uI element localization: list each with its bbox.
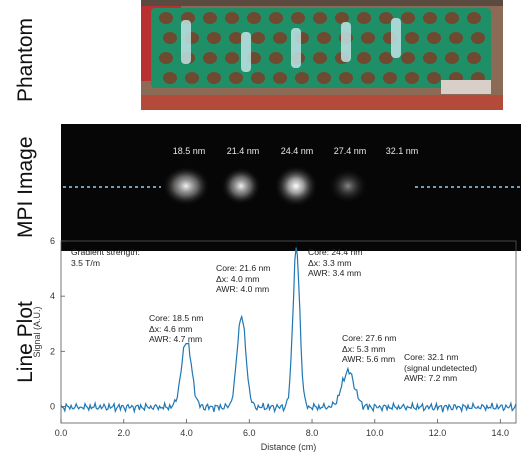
line-plot: 0 2 4 6 0.0 2.0 4.0 6.0 8.0 10.0 12.0 14.0 Signal … [0,230,525,458]
x-axis-title: Distance (cm) [261,442,317,452]
phantom-illustration [141,0,503,110]
signal-line [60,247,517,414]
annotation-peak-4: Core: 27.6 nm Δx: 5.3 mm AWR: 5.6 mm [342,333,397,364]
x-axis: 0.0 2.0 4.0 6.0 8.0 10.0 12.0 14.0 [55,419,509,438]
x-tick-label: 14.0 [492,428,510,438]
plot-frame [60,240,517,424]
x-tick-label: 2.0 [118,428,131,438]
y-tick-label: 4 [50,291,55,301]
annotation-peak-1: Core: 18.5 nm Δx: 4.6 mm AWR: 4.7 mm [149,313,204,344]
line-plot-svg: 0 2 4 6 0.0 2.0 4.0 6.0 8.0 10.0 12.0 14.0 Signal … [32,236,517,452]
annotation-peak-2: Core: 21.6 nm Δx: 4.0 mm AWR: 4.0 mm [216,263,271,294]
mpi-image: 18.5 nm 21.4 nm 24.4 nm 27.4 nm 32.1 nm [61,124,521,251]
x-tick-label: 8.0 [306,428,319,438]
x-tick-label: 12.0 [429,428,447,438]
phantom-photo [141,0,503,110]
annotation-gradient: Gradient strength: 3.5 T/m [71,247,140,268]
x-tick-label: 6.0 [243,428,256,438]
mpi-spot-label-4: 27.4 nm [333,146,367,156]
y-axis: 0 2 4 6 [50,236,65,411]
mpi-spot-label-1: 18.5 nm [172,146,206,156]
x-tick-label: 10.0 [366,428,384,438]
mpi-spot-label-3: 24.4 nm [280,146,314,156]
phantom-row-label: Phantom [14,17,37,103]
y-tick-label: 2 [50,346,55,356]
mpi-illustration [61,124,521,251]
mpi-spot-label-2: 21.4 nm [226,146,260,156]
x-tick-label: 4.0 [180,428,193,438]
x-tick-label: 0.0 [55,428,68,438]
mpi-row-label: MPI Image [14,136,37,238]
y-axis-title: Signal (A.U.) [32,306,42,357]
annotation-peak-5: Core: 32.1 nm (signal undetected) AWR: 7… [404,352,478,383]
y-tick-label: 6 [50,236,55,246]
mpi-spot-label-5: 32.1 nm [385,146,419,156]
annotation-peak-3: Core: 24.4 nm Δx: 3.3 mm AWR: 3.4 mm [308,247,363,278]
y-tick-label: 0 [50,401,55,411]
